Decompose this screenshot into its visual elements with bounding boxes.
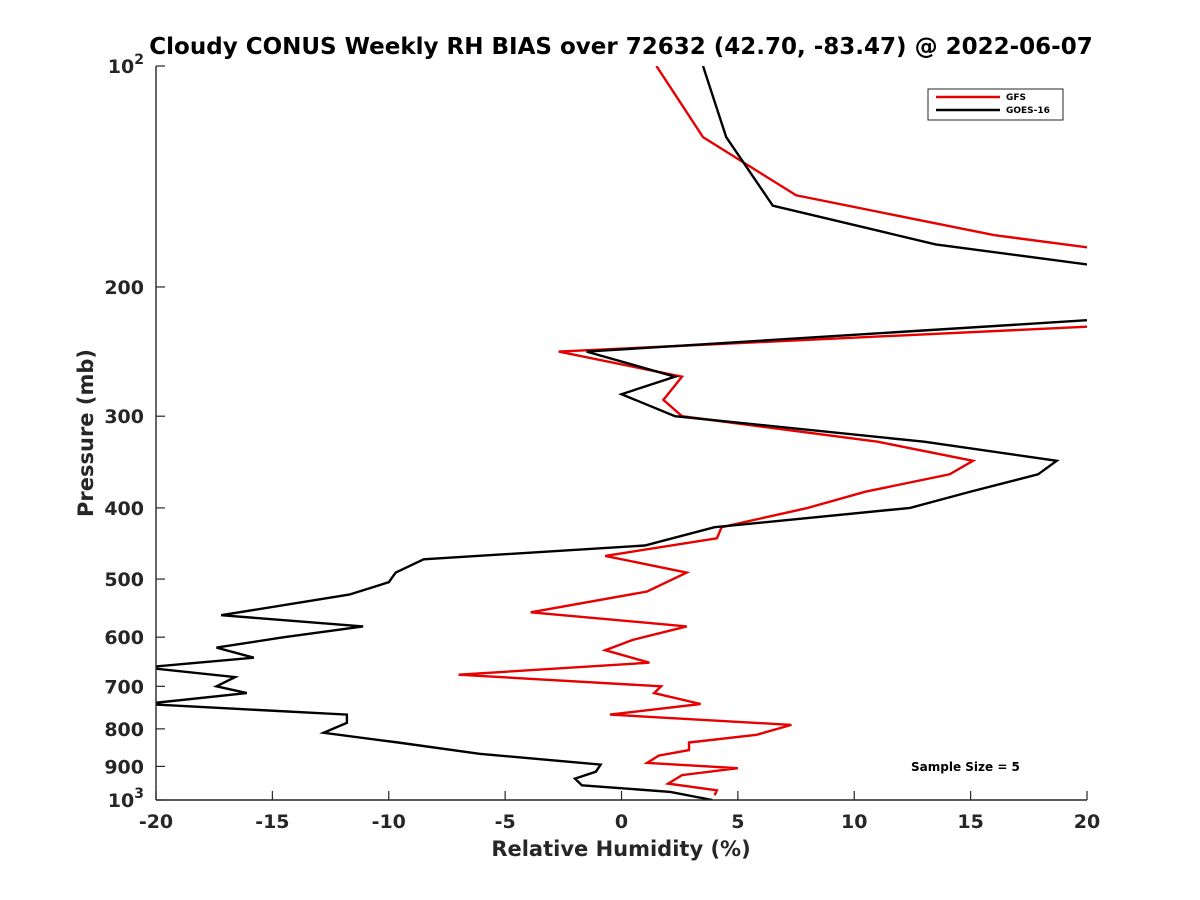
chart-title: Cloudy CONUS Weekly RH BIAS over 72632 (… [149, 34, 1092, 60]
y-tick-label: 800 [104, 719, 144, 741]
y-tick-label: 900 [104, 756, 144, 778]
y-tick-label-exponent: 3 [134, 786, 144, 802]
x-tick-label: 0 [615, 811, 628, 833]
legend-label-gfs: GFS [1006, 93, 1026, 103]
legend: GFS GOES-16 [927, 88, 1064, 121]
y-tick-label-exponent: 2 [134, 52, 144, 68]
y-axis-label: Pressure (mb) [74, 349, 98, 517]
y-tick-label: 200 [104, 277, 144, 299]
x-tick-label: 20 [1074, 811, 1100, 833]
legend-label-goes16: GOES-16 [1006, 106, 1050, 116]
y-tick-label-base: 10 [108, 56, 134, 78]
series-line-goes16 [156, 66, 1087, 800]
plot-axes [155, 66, 1087, 801]
x-tick-label: -20 [139, 811, 173, 833]
series-line-gfs [458, 66, 1087, 796]
y-tick-label: 600 [104, 627, 144, 649]
y-tick-label: 500 [104, 569, 144, 591]
x-ticks: -20 -15 -10 -5 0 5 10 15 20 [139, 791, 1100, 833]
x-tick-label: -15 [255, 811, 289, 833]
x-axis-label: Relative Humidity (%) [491, 837, 750, 861]
x-tick-label: -10 [372, 811, 406, 833]
sample-size-annotation: Sample Size = 5 [911, 760, 1020, 774]
y-tick-label: 700 [104, 676, 144, 698]
x-tick-label: 15 [957, 811, 983, 833]
series-layer [156, 66, 1087, 800]
legend-box [927, 88, 1064, 121]
y-tick-label-base: 10 [108, 790, 134, 812]
y-tick-label: 103 [108, 786, 144, 812]
y-tick-label: 400 [104, 498, 144, 520]
x-tick-label: 10 [841, 811, 867, 833]
y-tick-label: 102 [108, 52, 144, 78]
y-tick-label: 300 [104, 406, 144, 428]
x-tick-label: -5 [495, 811, 516, 833]
x-tick-label: 5 [731, 811, 744, 833]
